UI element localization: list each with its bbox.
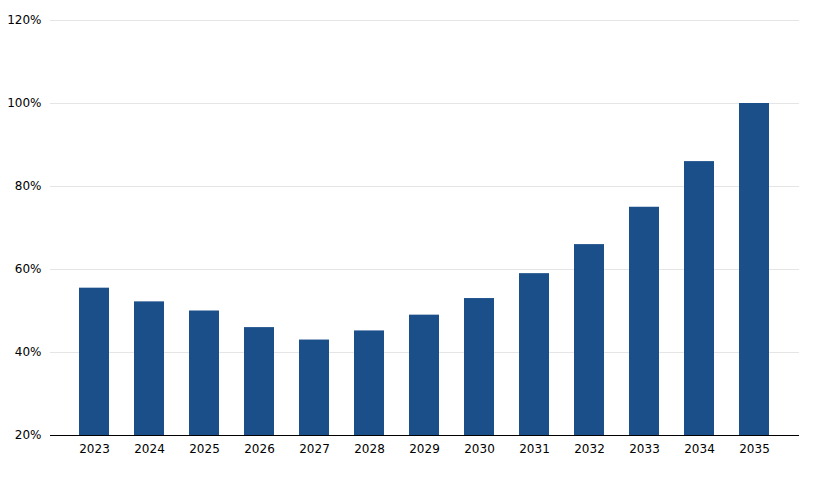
- svg-text:2027: 2027: [299, 442, 330, 456]
- svg-text:2026: 2026: [244, 442, 275, 456]
- svg-text:2028: 2028: [354, 442, 385, 456]
- svg-text:2034: 2034: [684, 442, 715, 456]
- svg-text:2031: 2031: [519, 442, 550, 456]
- svg-text:60%: 60%: [15, 262, 42, 276]
- svg-text:2024: 2024: [134, 442, 165, 456]
- svg-text:2033: 2033: [629, 442, 660, 456]
- svg-text:2023: 2023: [79, 442, 110, 456]
- svg-text:2030: 2030: [464, 442, 495, 456]
- svg-text:2032: 2032: [574, 442, 605, 456]
- svg-text:2025: 2025: [189, 442, 220, 456]
- svg-text:2035: 2035: [739, 442, 770, 456]
- svg-text:120%: 120%: [7, 13, 41, 27]
- svg-text:100%: 100%: [7, 96, 41, 110]
- svg-text:20%: 20%: [15, 428, 42, 442]
- svg-text:2029: 2029: [409, 442, 440, 456]
- svg-text:80%: 80%: [15, 179, 42, 193]
- svg-text:40%: 40%: [15, 345, 42, 359]
